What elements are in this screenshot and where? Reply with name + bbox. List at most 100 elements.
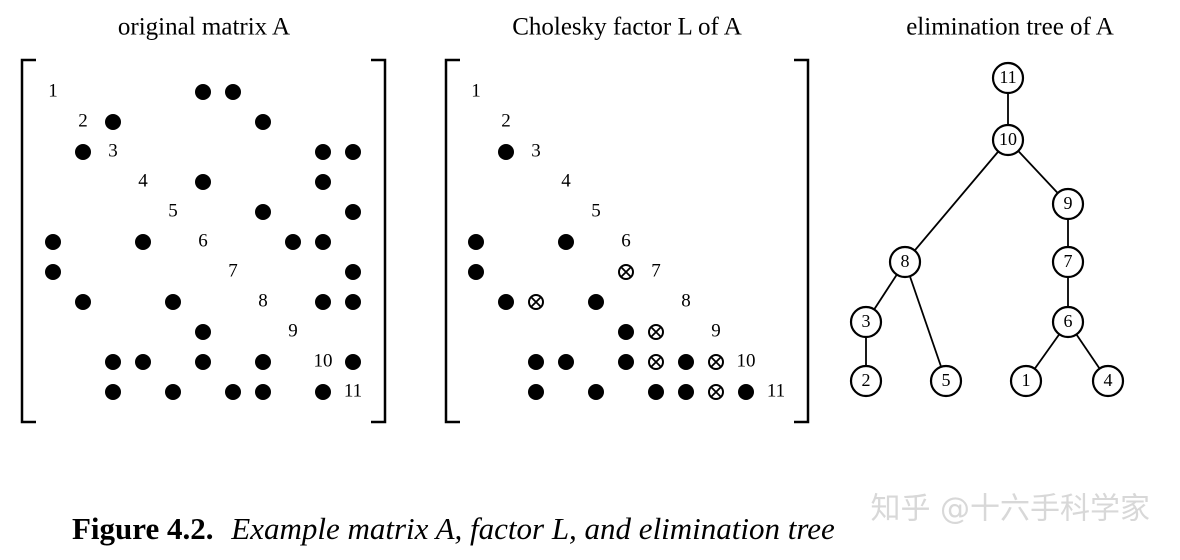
diagonal-label: 2 — [501, 110, 511, 131]
diagonal-label: 11 — [344, 380, 362, 401]
tree-node — [1051, 245, 1085, 279]
tree-node — [991, 61, 1025, 95]
diagonal-label: 1 — [471, 80, 481, 101]
tree-node-label: 8 — [901, 251, 910, 271]
diagonal-label: 4 — [138, 170, 148, 191]
nonzero — [345, 294, 361, 310]
fill-in — [648, 324, 664, 340]
nonzero — [618, 354, 634, 370]
nonzero — [195, 84, 211, 100]
nonzero — [165, 384, 181, 400]
nonzero — [315, 384, 331, 400]
tree-node — [888, 245, 922, 279]
bracket — [444, 58, 460, 424]
nonzero — [105, 384, 121, 400]
tree-node-label: 10 — [999, 129, 1017, 149]
title: Cholesky factor L of A — [512, 14, 742, 41]
diagonal-label: 3 — [531, 140, 541, 161]
nonzero — [75, 294, 91, 310]
tree-node-label: 2 — [862, 370, 871, 390]
nonzero — [345, 144, 361, 160]
tree-node — [1051, 305, 1085, 339]
fill-in-cross — [710, 356, 722, 368]
tree-node — [849, 364, 883, 398]
diagonal-label: 7 — [651, 260, 661, 281]
nonzero — [345, 354, 361, 370]
diagonal-label: 1 — [48, 80, 58, 101]
nonzero — [468, 234, 484, 250]
diagonal-label: 10 — [737, 350, 756, 371]
caption-label: Figure 4.2. — [72, 511, 214, 546]
nonzero — [315, 144, 331, 160]
nonzero — [678, 354, 694, 370]
tree-node-label: 7 — [1064, 251, 1073, 271]
fill-in — [618, 264, 634, 280]
nonzero — [195, 354, 211, 370]
nonzero — [225, 84, 241, 100]
nonzero — [468, 264, 484, 280]
diagonal-label: 6 — [621, 230, 631, 251]
tree-node-label: 3 — [862, 311, 871, 331]
diagonal-label: 9 — [288, 320, 298, 341]
nonzero — [255, 204, 271, 220]
fill-in-cross — [650, 356, 662, 368]
nonzero — [45, 264, 61, 280]
tree-node-label: 5 — [942, 370, 951, 390]
diagonal-label: 6 — [198, 230, 208, 251]
nonzero — [165, 294, 181, 310]
fill-in — [528, 294, 544, 310]
nonzero — [255, 354, 271, 370]
tree-node — [1091, 364, 1125, 398]
nonzero — [315, 234, 331, 250]
bracket — [794, 58, 810, 424]
tree-node-label: 9 — [1064, 193, 1073, 213]
fill-in-cross — [650, 326, 662, 338]
fill-in — [648, 354, 664, 370]
nonzero — [558, 354, 574, 370]
title: elimination tree of A — [906, 14, 1114, 41]
nonzero — [498, 294, 514, 310]
nonzero — [135, 234, 151, 250]
nonzero — [255, 114, 271, 130]
tree-node-label: 1 — [1022, 370, 1031, 390]
fill-in — [708, 354, 724, 370]
diagonal-label: 10 — [314, 350, 333, 371]
fill-in-cross — [530, 296, 542, 308]
caption: Figure 4.2. Example matrix A, factor L, … — [72, 511, 835, 546]
nonzero — [45, 234, 61, 250]
nonzero — [345, 204, 361, 220]
nonzero — [105, 354, 121, 370]
tree-edge — [904, 139, 1009, 263]
tree-edge — [904, 261, 947, 382]
tree-node — [991, 123, 1025, 157]
caption-text: Example matrix A, factor L, and eliminat… — [230, 511, 835, 546]
nonzero — [105, 114, 121, 130]
tree-node — [929, 364, 963, 398]
nonzero — [588, 384, 604, 400]
diagonal-label: 5 — [168, 200, 178, 221]
bracket — [371, 58, 387, 424]
nonzero — [225, 384, 241, 400]
nonzero — [648, 384, 664, 400]
tree-node — [1009, 364, 1043, 398]
nonzero — [195, 324, 211, 340]
nonzero — [678, 384, 694, 400]
nonzero — [528, 354, 544, 370]
nonzero — [315, 174, 331, 190]
title: original matrix A — [118, 14, 290, 41]
nonzero — [558, 234, 574, 250]
diagonal-label: 3 — [108, 140, 118, 161]
tree-node-label: 6 — [1064, 311, 1073, 331]
nonzero — [738, 384, 754, 400]
tree-node — [1051, 187, 1085, 221]
bracket — [20, 58, 36, 424]
nonzero — [285, 234, 301, 250]
brackets — [20, 58, 810, 424]
diagonal-label: 9 — [711, 320, 721, 341]
fill-in-cross — [710, 386, 722, 398]
fill-in — [708, 384, 724, 400]
diagonal-label: 11 — [767, 380, 785, 401]
nonzero — [195, 174, 211, 190]
